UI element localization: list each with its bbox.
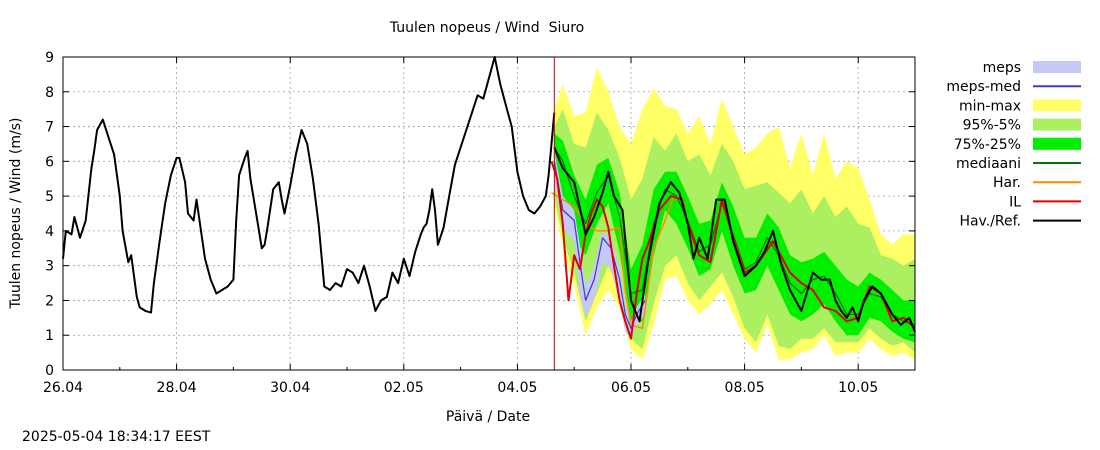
x-axis-label: Päivä / Date bbox=[446, 409, 530, 425]
y-tick-label: 6 bbox=[45, 154, 54, 170]
y-tick-label: 9 bbox=[45, 50, 54, 66]
y-tick-label: 4 bbox=[45, 224, 54, 240]
legend-label-minmax: min-max bbox=[959, 98, 1021, 114]
legend-label-hav: Hav./Ref. bbox=[959, 214, 1021, 230]
y-tick-label: 0 bbox=[45, 363, 54, 379]
legend: meps meps-med min-max 95%-5% 75%-25% mediaani… bbox=[946, 60, 1081, 230]
legend-label-meps: meps bbox=[983, 60, 1021, 76]
y-tick-label: 5 bbox=[45, 189, 54, 205]
x-tick-label: 26.04 bbox=[43, 380, 83, 396]
y-tick-label: 1 bbox=[45, 328, 54, 344]
x-tick-label: 30.04 bbox=[270, 380, 310, 396]
x-tick-label: 02.05 bbox=[384, 380, 424, 396]
legend-swatch-meps bbox=[1033, 61, 1081, 73]
y-axis-ticks: 0 1 2 3 4 5 6 7 8 9 bbox=[45, 50, 915, 379]
x-tick-label: 08.05 bbox=[725, 380, 765, 396]
legend-swatch-p95_5 bbox=[1033, 118, 1081, 131]
x-tick-label: 28.04 bbox=[157, 380, 197, 396]
x-axis-ticks: 26.04 28.04 30.04 02.05 04.05 06.05 08.05 10.05 bbox=[43, 57, 878, 396]
x-tick-label: 06.05 bbox=[611, 380, 651, 396]
line-meps_med bbox=[553, 161, 646, 329]
y-tick-label: 7 bbox=[45, 120, 54, 136]
x-tick-label: 10.05 bbox=[838, 380, 878, 396]
line-hav bbox=[62, 56, 556, 314]
band-meps bbox=[554, 150, 646, 339]
plot-frame bbox=[62, 56, 916, 371]
legend-label-mediaani: mediaani bbox=[956, 156, 1021, 172]
legend-swatch-minmax bbox=[1033, 99, 1081, 112]
generated-timestamp: 2025-05-04 18:34:17 EEST bbox=[22, 429, 211, 445]
legend-label-il: IL bbox=[1009, 194, 1021, 210]
legend-swatch-p75_25 bbox=[1033, 137, 1081, 150]
forecast-bands bbox=[554, 67, 915, 360]
line-hav bbox=[553, 147, 916, 333]
line-har bbox=[551, 191, 675, 330]
y-tick-label: 2 bbox=[45, 293, 54, 309]
chart-title: Tuulen nopeus / Wind Siuro bbox=[389, 20, 584, 36]
series-lines bbox=[62, 56, 916, 340]
y-tick-label: 3 bbox=[45, 259, 54, 275]
legend-label-har: Har. bbox=[993, 175, 1021, 191]
x-tick-label: 04.05 bbox=[497, 380, 537, 396]
legend-label-p95_5: 95%-5% bbox=[963, 118, 1021, 134]
y-axis-label: Tuulen nopeus / Wind (m/s) bbox=[8, 118, 24, 310]
y-tick-label: 8 bbox=[45, 85, 54, 101]
legend-label-p75_25: 75%-25% bbox=[954, 137, 1021, 153]
legend-label-meps_med: meps-med bbox=[946, 79, 1021, 95]
